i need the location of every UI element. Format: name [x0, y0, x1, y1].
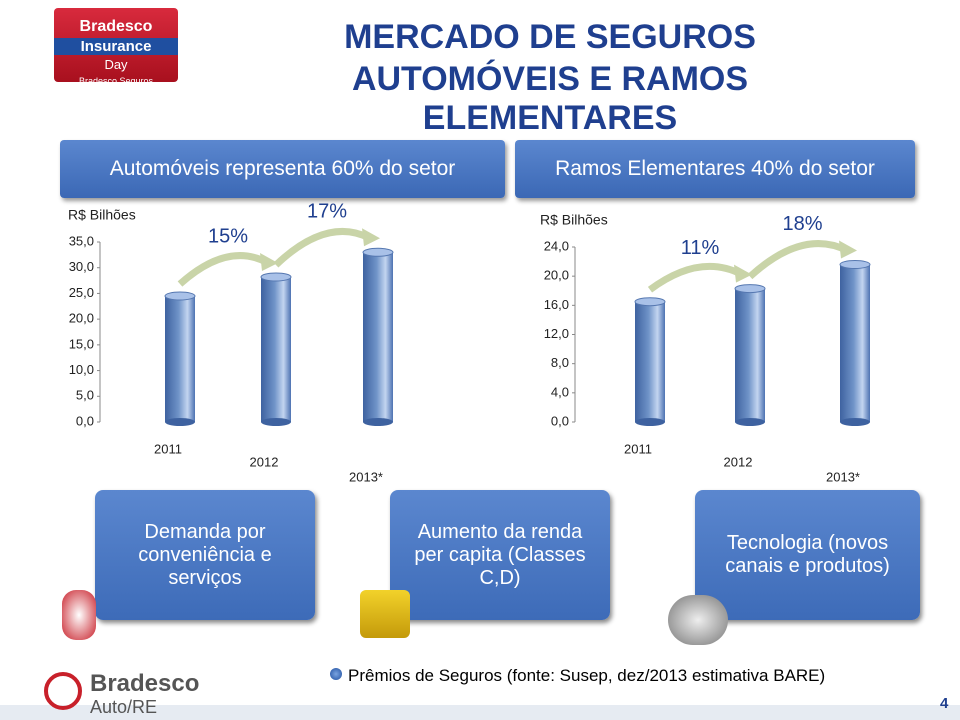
y-tick-label: 8,0 [551, 355, 569, 370]
x-tick-label: 2013* [826, 469, 860, 484]
logo-top: Bradesco Insurance Day Bradesco Seguros [0, 0, 190, 90]
x-tick-label: 2011 [624, 441, 652, 456]
y-tick-label: 16,0 [544, 297, 569, 312]
bar [840, 264, 870, 422]
y-tick-label: 10,0 [69, 362, 94, 377]
footer-logo-text: Auto/RE [90, 697, 158, 717]
y-axis-label: R$ Bilhões [540, 212, 608, 228]
y-tick-label: 0,0 [76, 413, 94, 428]
logo-text: Day [104, 57, 128, 72]
driver-box: Tecnologia (novos canais e produtos) [695, 490, 920, 620]
y-tick-label: 25,0 [69, 285, 94, 300]
bar-top [362, 247, 394, 257]
y-tick-label: 15,0 [69, 336, 94, 351]
footer-logo-text: Bradesco [90, 670, 200, 697]
y-tick-label: 30,0 [69, 259, 94, 274]
bar-top [260, 272, 292, 282]
growth-label: 15% [208, 225, 248, 247]
bar [165, 296, 195, 422]
bar-bottom [165, 418, 195, 426]
growth-arrow [747, 240, 849, 280]
page-number: 4 [940, 695, 949, 712]
growth-arrow [647, 262, 744, 293]
growth-label: 11% [681, 237, 720, 259]
y-tick-label: 5,0 [76, 388, 94, 403]
bar-top [734, 284, 766, 294]
icon-chips [668, 595, 728, 645]
driver-box: Demanda por conveniência e serviços [95, 490, 315, 620]
arrow-head [839, 240, 857, 259]
y-tick-label: 4,0 [551, 384, 569, 399]
bar-top [164, 291, 196, 301]
arrow-head [362, 228, 380, 247]
arrow-head [734, 264, 752, 283]
bar [261, 276, 291, 422]
bar [735, 288, 765, 422]
banner: Automóveis representa 60% do setor [60, 140, 505, 198]
growth-label: 18% [782, 213, 822, 235]
x-tick-label: 2011 [154, 441, 182, 456]
x-tick-label: 2013* [349, 469, 383, 484]
bar [635, 301, 665, 422]
y-tick-label: 24,0 [544, 238, 569, 253]
charts: R$ Bilhões 0,0 5,0 10,0 15,0 20,0 25,0 30,0 35,0… [68, 201, 871, 484]
icon-doll [62, 590, 96, 640]
driver-box: Aumento da renda per capita (Classes C,D… [390, 490, 610, 620]
y-axis-label: R$ Bilhões [68, 207, 136, 223]
y-tick-label: 20,0 [69, 311, 94, 326]
growth-arrow [273, 228, 372, 268]
footer-logo-icon [44, 672, 82, 710]
footer-note: Prêmios de Seguros (fonte: Susep, dez/20… [348, 666, 826, 685]
bullet [330, 668, 342, 680]
bar-bottom [635, 418, 665, 426]
footer-bar [0, 705, 960, 720]
bar-bottom [261, 418, 291, 426]
logo-text: Insurance [54, 38, 178, 55]
growth-arrow [177, 252, 270, 287]
bar-bottom [363, 418, 393, 426]
growth-label: 17% [307, 201, 347, 223]
title: AUTOMÓVEIS E RAMOS ELEMENTARES [351, 60, 749, 137]
icon-toolbox [360, 590, 410, 638]
bar-bottom [735, 418, 765, 426]
y-tick-label: 12,0 [544, 326, 569, 341]
bar-top [839, 260, 871, 269]
x-tick-label: 2012 [250, 454, 279, 469]
logo-text: Bradesco Seguros [78, 76, 154, 86]
y-tick-label: 35,0 [69, 233, 94, 248]
bar-bottom [840, 418, 870, 426]
arrow-head [260, 252, 278, 271]
banner: Ramos Elementares 40% do setor [515, 140, 915, 198]
title: MERCADO DE SEGUROS [344, 18, 756, 56]
logo-text: Bradesco [79, 18, 153, 35]
x-tick-label: 2012 [724, 454, 753, 469]
y-tick-label: 20,0 [544, 268, 569, 283]
bar-top [634, 297, 666, 307]
bar [363, 252, 393, 422]
y-tick-label: 0,0 [551, 413, 569, 428]
